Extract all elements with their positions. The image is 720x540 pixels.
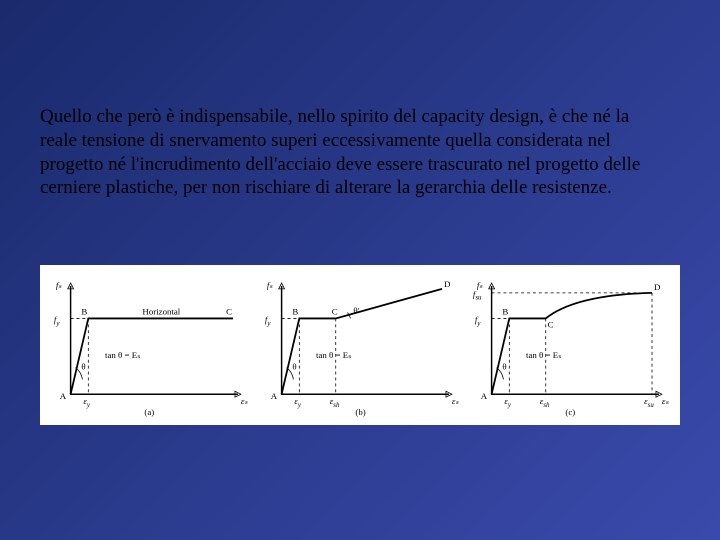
axes: [71, 286, 238, 394]
y-label: fₛ: [56, 280, 62, 290]
caption-a: (a): [144, 407, 154, 417]
theta-label: θ: [292, 362, 296, 372]
epssh-label: εsh: [540, 396, 550, 409]
horizontal-label: Horizontal: [142, 306, 180, 316]
origin-label: A: [60, 391, 67, 401]
y-label: fₛ: [267, 280, 273, 290]
chart-c: fₛ εₛ fy fsu A B C D θ tan θ = Eₛ εy εsh…: [467, 271, 674, 419]
curve-a: [71, 318, 233, 394]
chart-c-svg: fₛ εₛ fy fsu A B C D θ tan θ = Eₛ εy εsh…: [467, 271, 674, 419]
caption-c: (c): [566, 407, 576, 417]
epsy-label: εy: [83, 396, 91, 409]
x-label: εₛ: [241, 396, 248, 406]
fy-label: fy: [265, 314, 271, 327]
d-label: D: [444, 279, 451, 289]
c-label: C: [548, 319, 554, 329]
c-label: C: [226, 306, 232, 316]
thetap-label: θ′: [353, 306, 359, 316]
epsy-label: εy: [505, 396, 513, 409]
paragraph-text: Quello che però è indispensabile, nello …: [40, 105, 660, 200]
y-label: fₛ: [477, 280, 483, 290]
b-label: B: [503, 306, 509, 316]
chart-a-svg: fₛ εₛ fy A B C Horizontal θ tan θ = Eₛ ε…: [46, 271, 253, 419]
origin-label: A: [270, 391, 277, 401]
chart-a: fₛ εₛ fy A B C Horizontal θ tan θ = Eₛ ε…: [46, 271, 253, 419]
b-label: B: [81, 306, 87, 316]
x-label: εₛ: [662, 396, 669, 406]
b-label: B: [292, 306, 298, 316]
theta-label: θ: [503, 362, 507, 372]
fy-label: fy: [54, 314, 60, 327]
chart-b-svg: fₛ εₛ fy A B C D θ θ′ tan θ = Eₛ εy εsh …: [257, 271, 464, 419]
fsu-label: fsu: [473, 289, 482, 302]
stress-strain-charts: fₛ εₛ fy A B C Horizontal θ tan θ = Eₛ ε…: [40, 265, 680, 425]
epssu-label: εsu: [644, 396, 654, 409]
modulus-label: tan θ = Eₛ: [105, 350, 140, 360]
origin-label: A: [481, 391, 488, 401]
axes: [492, 286, 659, 394]
modulus-label: tan θ = Eₛ: [526, 350, 561, 360]
theta-label: θ: [81, 362, 85, 372]
modulus-label: tan θ = Eₛ: [316, 350, 351, 360]
caption-b: (b): [355, 407, 365, 417]
d-label: D: [654, 282, 661, 292]
curve-b: [281, 289, 441, 394]
chart-b: fₛ εₛ fy A B C D θ θ′ tan θ = Eₛ εy εsh …: [257, 271, 464, 419]
epssh-label: εsh: [329, 396, 339, 409]
c-label: C: [331, 306, 337, 316]
fy-label: fy: [475, 314, 481, 327]
axes: [281, 286, 448, 394]
curve-c: [492, 293, 652, 394]
x-label: εₛ: [452, 396, 459, 406]
epsy-label: εy: [294, 396, 302, 409]
